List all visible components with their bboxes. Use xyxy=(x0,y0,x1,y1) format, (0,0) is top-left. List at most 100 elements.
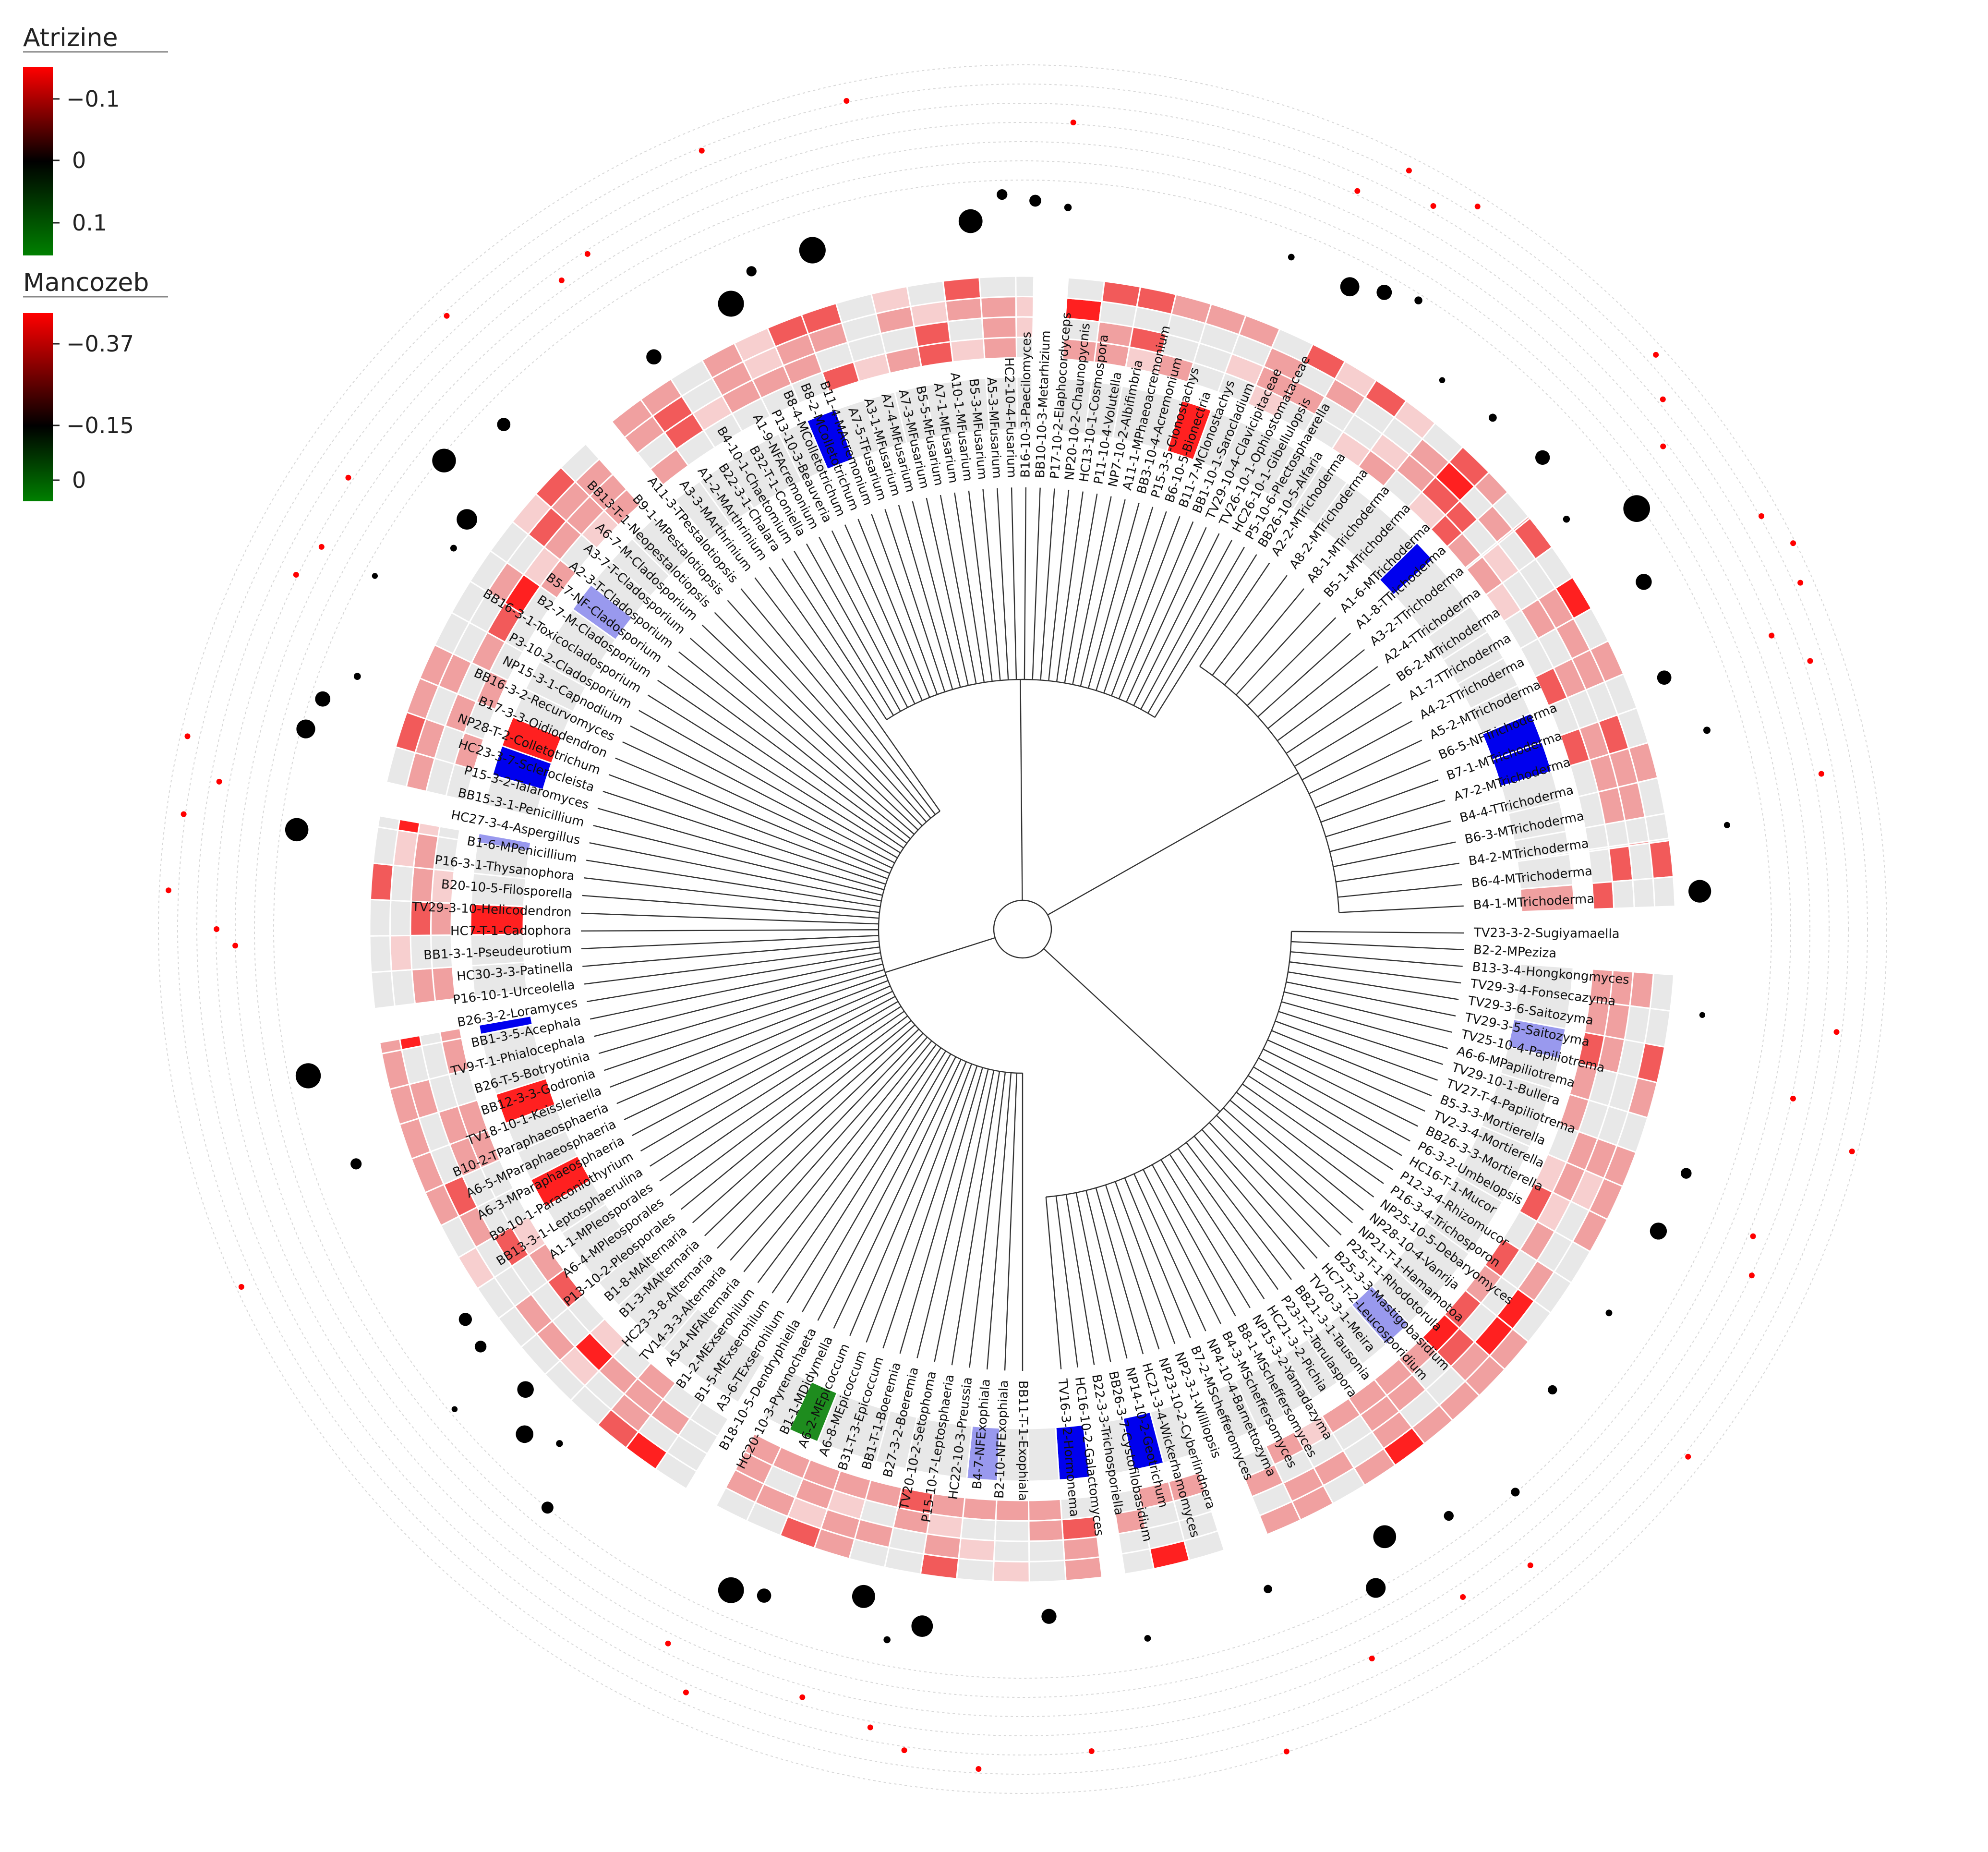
tree-branch xyxy=(1286,981,1456,1017)
tree-branch xyxy=(616,985,891,1104)
tree-branch xyxy=(754,577,936,815)
tree-branch xyxy=(1247,617,1337,706)
red-dot xyxy=(584,251,590,257)
heatmap-cell xyxy=(950,338,986,363)
tree-branch xyxy=(1032,487,1041,680)
heatmap-cell xyxy=(1015,275,1035,298)
tree-leaf-label: BB11-T-1-Exophiala xyxy=(1016,1380,1030,1501)
red-dot xyxy=(1527,1562,1533,1568)
tree-branch xyxy=(866,1064,973,1343)
tree-branch xyxy=(1290,951,1463,967)
tree-branch xyxy=(692,1024,916,1223)
tree-branch xyxy=(1024,487,1027,680)
red-dot xyxy=(1283,1748,1289,1755)
heatmap-cell xyxy=(947,317,984,343)
tree-branch xyxy=(648,694,901,854)
tree-branch xyxy=(1286,683,1391,754)
tree-branch xyxy=(969,1072,1006,1368)
heatmap-cell xyxy=(993,1540,1030,1562)
tree-root xyxy=(993,899,1052,959)
tree-branch xyxy=(1257,632,1351,717)
tree-branch xyxy=(610,980,889,1088)
tree-branch xyxy=(602,790,886,885)
tree-branch xyxy=(593,824,883,896)
tree-branch xyxy=(1229,1100,1364,1211)
tree-branch xyxy=(1046,931,1292,1198)
heatmap-cell xyxy=(377,815,401,831)
guide-circle xyxy=(235,141,1810,1717)
tree-branch xyxy=(1235,602,1321,696)
guide-circle xyxy=(273,180,1772,1679)
tree-branch xyxy=(1193,1136,1305,1270)
bubble-dot xyxy=(646,349,662,365)
tree-branch xyxy=(1242,1083,1384,1184)
tree-branch xyxy=(1258,1057,1410,1142)
tree-branch xyxy=(1289,961,1461,984)
red-dot xyxy=(1748,1272,1755,1279)
tree-branch xyxy=(1177,1148,1279,1290)
tree-branch xyxy=(1020,679,1023,901)
tree-branch xyxy=(1040,488,1055,680)
tree-branch xyxy=(819,536,908,708)
heatmap-cell xyxy=(370,970,396,1010)
tree-branch xyxy=(678,651,911,839)
bubble-dot xyxy=(458,1313,472,1326)
red-dot xyxy=(216,778,222,785)
bubble-dot xyxy=(1444,1511,1454,1521)
tree-branch xyxy=(727,600,927,823)
tree-branch xyxy=(951,1071,1000,1366)
tree-branch xyxy=(657,679,904,848)
heatmap-cell xyxy=(1027,1427,1060,1482)
red-dot xyxy=(1460,1594,1466,1600)
tree-branch xyxy=(630,725,895,864)
tree-leaf-label: TV23-3-2-Sugiyamaella xyxy=(1473,926,1620,942)
bubble-dot xyxy=(1688,880,1711,903)
bubble-dot xyxy=(1548,1385,1557,1395)
tree-branch xyxy=(882,1065,978,1349)
heatmap-cell xyxy=(1632,877,1656,909)
bubble-dot xyxy=(1563,516,1570,523)
bubble-dot xyxy=(353,673,361,680)
heatmap-cell xyxy=(1649,972,1675,1012)
bubble-dot xyxy=(541,1501,554,1514)
red-dot xyxy=(1807,658,1813,664)
bubble-dot xyxy=(285,818,309,842)
bubble-dot xyxy=(997,189,1008,200)
heatmap-cell xyxy=(369,898,392,937)
heatmap-cell xyxy=(715,1487,757,1522)
tree-branch xyxy=(912,501,961,688)
heatmap-cell xyxy=(981,316,1017,339)
red-dot xyxy=(901,1747,907,1754)
bubble-dot xyxy=(1064,204,1072,211)
tree-branch xyxy=(581,912,879,925)
tree-branch xyxy=(986,1072,1012,1370)
tree-branch xyxy=(997,488,1009,680)
tree-branch xyxy=(1075,1192,1111,1362)
tree-branch xyxy=(680,1020,912,1210)
heatmap-cell xyxy=(1208,1380,1259,1442)
heatmap-cell xyxy=(958,1537,996,1562)
bubble-dot xyxy=(315,691,331,707)
tree-branch xyxy=(581,935,879,949)
tree-branch xyxy=(769,567,940,811)
tree-branch xyxy=(714,612,923,826)
bubble-dot xyxy=(1699,1012,1705,1018)
tree-branch xyxy=(581,929,879,932)
heatmap-cell xyxy=(431,966,457,1002)
tree-branch xyxy=(1143,1169,1221,1324)
tree-branch xyxy=(878,811,1023,1074)
bubble-dot xyxy=(1605,1309,1613,1317)
heatmap-cell xyxy=(980,296,1017,319)
red-dot xyxy=(166,887,172,894)
tree-branch xyxy=(1320,779,1439,823)
tree-branch xyxy=(1253,1066,1402,1156)
legend-mancozeb-colorbar xyxy=(23,313,53,501)
red-dot xyxy=(444,313,450,319)
heatmap-cell xyxy=(1644,812,1670,842)
tree-branch xyxy=(968,490,993,682)
tree-branch xyxy=(1209,1122,1330,1247)
tree-branch xyxy=(794,550,894,716)
tree-branch xyxy=(786,1051,947,1303)
bubble-dot xyxy=(1373,1525,1397,1549)
legend-mancozeb-title: Mancozeb xyxy=(23,268,149,297)
